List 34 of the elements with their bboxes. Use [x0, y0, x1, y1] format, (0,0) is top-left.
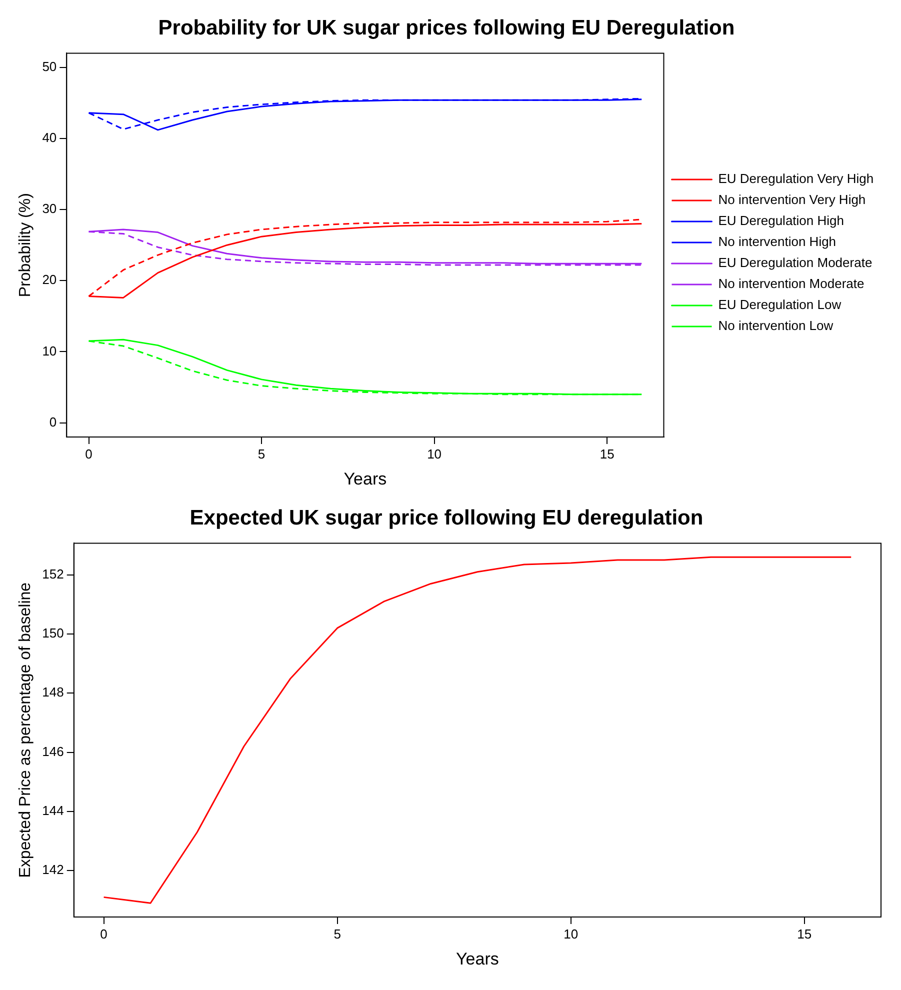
y-tick-label: 30 [42, 201, 57, 216]
y-tick-label: 40 [42, 130, 57, 146]
x-tick-label: 10 [427, 446, 442, 462]
legend-label: No intervention Low [718, 318, 834, 334]
legend-label: No intervention High [718, 234, 836, 250]
x-tick-label: 5 [258, 446, 266, 462]
legend-label: EU Deregulation Low [718, 297, 842, 312]
y-tick-label: 146 [42, 744, 64, 759]
x-tick-label: 5 [334, 926, 341, 942]
legend-label: EU Deregulation High [718, 213, 844, 228]
y-tick-label: 50 [42, 58, 57, 74]
y-tick-label: 144 [42, 803, 64, 818]
x-tick-label: 10 [564, 926, 578, 942]
x-tick-label: 0 [100, 926, 108, 942]
y-tick-label: 0 [49, 414, 57, 430]
y-axis-title: Expected Price as percentage of baseline [17, 582, 34, 878]
y-tick-label: 142 [42, 862, 64, 878]
y-axis-title: Probability (%) [17, 193, 34, 298]
y-tick-label: 148 [42, 684, 64, 700]
legend-label: EU Deregulation Moderate [718, 255, 872, 270]
y-tick-label: 150 [42, 626, 64, 641]
chart-title: Probability for UK sugar prices following EU Deregulation [158, 16, 735, 40]
x-axis-title: Years [344, 469, 387, 488]
legend-label: EU Deregulation Very High [718, 171, 874, 186]
legend-label: No intervention Moderate [718, 276, 864, 292]
y-tick-label: 20 [42, 272, 57, 288]
x-tick-label: 0 [85, 446, 92, 462]
y-tick-label: 10 [42, 343, 57, 358]
y-tick-label: 152 [42, 566, 64, 582]
x-tick-label: 15 [797, 926, 812, 942]
chart-title: Expected UK sugar price following EU deregulation [190, 506, 704, 530]
x-tick-label: 15 [600, 446, 614, 462]
x-axis-title: Years [456, 949, 499, 968]
legend-label: No intervention Very High [718, 192, 866, 208]
